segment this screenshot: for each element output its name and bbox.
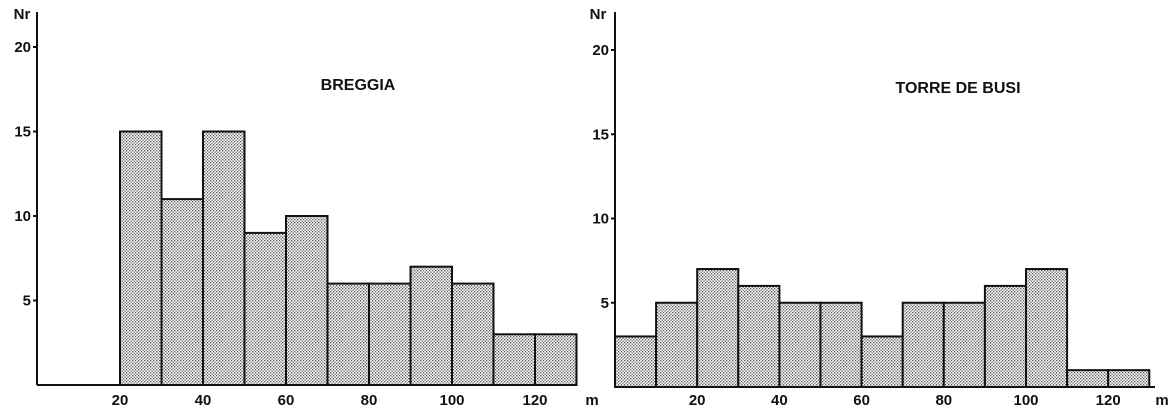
y-tick-label-15: 15	[592, 126, 609, 143]
x-axis-label: m	[585, 392, 598, 409]
y-tick-label-5: 5	[23, 293, 31, 310]
bar-20	[119, 130, 163, 386]
x-tick-label-40: 40	[771, 392, 788, 409]
bar-90	[409, 265, 453, 387]
x-tick-label-120: 120	[522, 392, 547, 409]
chart-torre-de-busi: Nr TORRE DE BUSI m 5 10 15 20 20 40 60 80 100 12…	[590, 6, 1169, 409]
y-tick-labels: 5 10 15 20	[592, 42, 609, 312]
bar-70	[326, 282, 370, 387]
y-tick-label-20: 20	[14, 39, 31, 56]
y-tick-label-15: 15	[14, 124, 31, 141]
x-tick-label-40: 40	[195, 392, 212, 409]
axes	[611, 12, 1155, 388]
bar-80	[368, 282, 412, 387]
x-tick-label-20: 20	[112, 392, 129, 409]
x-tick-labels: 20 40 60 80 100 120	[689, 392, 1121, 409]
bar-40	[202, 130, 246, 386]
y-tick-label-10: 10	[592, 211, 609, 228]
chart-breggia: Nr BREGGIA m 5 10 15 20 20 40 60 80 100 120	[14, 6, 599, 409]
bar-110	[492, 333, 536, 386]
bar-100	[1025, 268, 1069, 388]
x-axis-label: m	[1155, 392, 1168, 409]
bar-20	[696, 268, 740, 388]
bar-110	[1066, 369, 1110, 388]
bar-60	[860, 335, 904, 389]
bar-120	[534, 333, 578, 386]
y-axis-label: Nr	[14, 6, 31, 23]
bar-100	[451, 282, 495, 387]
chart-title: TORRE DE BUSI	[895, 80, 1020, 97]
x-tick-label-80: 80	[361, 392, 378, 409]
bar-70	[901, 301, 945, 388]
x-tick-label-60: 60	[278, 392, 295, 409]
y-tick-label-20: 20	[592, 42, 609, 59]
bar-30	[160, 198, 204, 386]
bar-group	[614, 268, 1151, 389]
chart-title: BREGGIA	[321, 77, 396, 94]
x-tick-label-60: 60	[853, 392, 870, 409]
bar-50	[243, 231, 287, 386]
bar-80	[942, 301, 986, 388]
x-tick-label-80: 80	[935, 392, 952, 409]
bar-60	[285, 215, 329, 386]
bar-120	[1107, 369, 1151, 388]
bar-10	[655, 301, 699, 388]
bar-30	[737, 284, 781, 388]
y-tick-labels: 5 10 15 20	[14, 39, 31, 310]
axes	[33, 12, 575, 386]
x-tick-label-100: 100	[1013, 392, 1038, 409]
x-tick-label-20: 20	[689, 392, 706, 409]
x-tick-label-120: 120	[1096, 392, 1121, 409]
bar-40	[778, 301, 822, 388]
bar-0	[614, 335, 658, 389]
x-tick-label-100: 100	[439, 392, 464, 409]
y-tick-label-5: 5	[601, 295, 609, 312]
bar-90	[983, 284, 1028, 388]
y-tick-label-10: 10	[14, 208, 31, 225]
bar-50	[819, 301, 863, 388]
x-tick-labels: 20 40 60 80 100 120	[112, 392, 548, 409]
y-axis-label: Nr	[590, 6, 607, 23]
bar-group	[119, 130, 578, 387]
